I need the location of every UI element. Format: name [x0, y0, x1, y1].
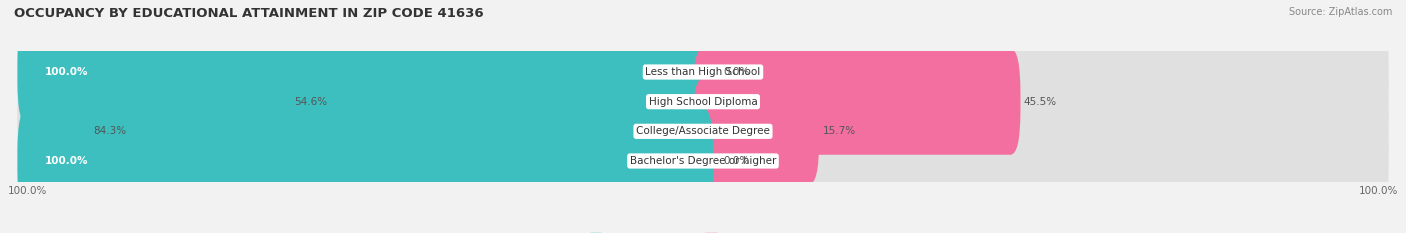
- FancyBboxPatch shape: [17, 19, 713, 125]
- FancyBboxPatch shape: [124, 78, 713, 184]
- FancyBboxPatch shape: [325, 49, 713, 155]
- FancyBboxPatch shape: [17, 78, 1389, 184]
- Text: 100.0%: 100.0%: [45, 67, 89, 77]
- FancyBboxPatch shape: [693, 78, 820, 184]
- FancyBboxPatch shape: [17, 108, 713, 214]
- Text: Less than High School: Less than High School: [645, 67, 761, 77]
- Text: 15.7%: 15.7%: [823, 126, 856, 136]
- FancyBboxPatch shape: [17, 49, 1389, 155]
- Text: Bachelor's Degree or higher: Bachelor's Degree or higher: [630, 156, 776, 166]
- Text: Source: ZipAtlas.com: Source: ZipAtlas.com: [1288, 7, 1392, 17]
- Text: 100.0%: 100.0%: [45, 156, 89, 166]
- FancyBboxPatch shape: [17, 19, 1389, 125]
- Text: 45.5%: 45.5%: [1024, 97, 1057, 107]
- Text: 54.6%: 54.6%: [294, 97, 328, 107]
- FancyBboxPatch shape: [17, 108, 1389, 214]
- Text: College/Associate Degree: College/Associate Degree: [636, 126, 770, 136]
- Text: 84.3%: 84.3%: [94, 126, 127, 136]
- Text: 0.0%: 0.0%: [723, 156, 749, 166]
- Text: 0.0%: 0.0%: [723, 67, 749, 77]
- Text: High School Diploma: High School Diploma: [648, 97, 758, 107]
- Text: OCCUPANCY BY EDUCATIONAL ATTAINMENT IN ZIP CODE 41636: OCCUPANCY BY EDUCATIONAL ATTAINMENT IN Z…: [14, 7, 484, 20]
- FancyBboxPatch shape: [693, 49, 1021, 155]
- Legend: Owner-occupied, Renter-occupied: Owner-occupied, Renter-occupied: [585, 229, 821, 233]
